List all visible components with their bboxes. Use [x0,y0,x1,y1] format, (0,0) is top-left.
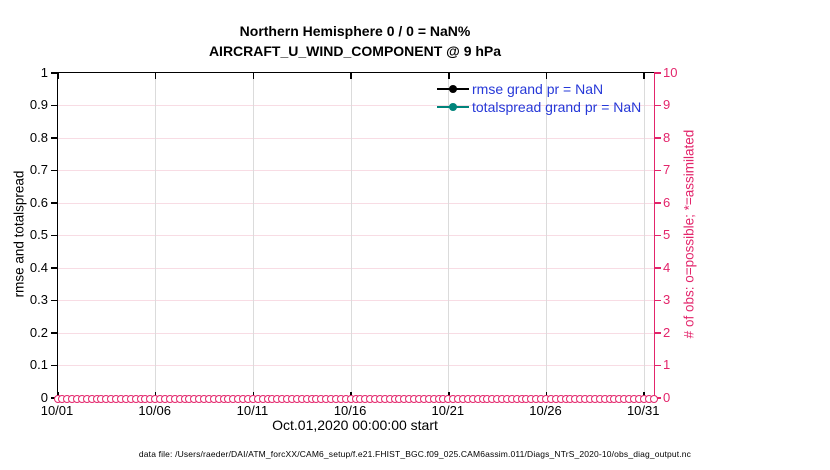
x-tick-label: 10/16 [333,403,367,418]
left-tick-label: 0.5 [29,227,48,242]
legend: rmse grand pr = NaN totalspread grand pr… [437,80,641,116]
right-axis-label: # of obs: o=possible; *=assimilated [681,129,697,339]
right-tick [655,137,661,139]
left-tick-label: 0.1 [29,357,48,372]
left-tick [50,332,57,334]
v-gridline [155,73,157,398]
h-gridline [58,137,654,139]
x-tick-label: 10/06 [138,403,171,418]
left-tick [50,267,57,269]
x-tick-label: 10/21 [431,403,465,418]
top-tick [252,73,255,79]
top-tick [643,73,645,79]
right-tick [655,169,661,172]
v-gridline [546,73,548,398]
legend-label-rmse: rmse grand pr = NaN [472,81,604,97]
left-tick-label: 0 [40,389,48,405]
totalspread-line-sample [437,103,469,111]
right-tick [655,72,661,74]
right-tick-label: 8 [663,129,671,145]
right-tick [655,104,661,107]
right-tick-label: 2 [663,324,671,340]
right-tick [655,332,661,334]
right-tick [655,364,661,367]
h-gridline [58,365,654,366]
v-gridline [350,73,352,398]
h-gridline [58,332,654,334]
v-gridline [643,73,645,398]
right-tick-label: 3 [663,292,671,307]
right-tick-label: 7 [663,162,671,177]
top-tick [154,73,157,79]
top-tick [545,73,548,79]
h-gridline [58,105,654,106]
left-tick [50,72,57,74]
right-tick-label: 6 [663,194,671,210]
x-tick-label: 10/01 [40,403,74,418]
legend-item-rmse: rmse grand pr = NaN [437,80,641,98]
top-tick [57,73,59,79]
x-tick-label: 10/11 [236,403,269,418]
x-tick-label: 10/26 [529,403,562,418]
left-tick [50,299,57,302]
v-gridline [252,73,254,398]
left-tick-label: 0.7 [29,162,48,177]
totalspread-marker-icon [449,103,457,111]
left-tick-label: 0.2 [29,324,48,340]
chart-title: Northern Hemisphere 0 / 0 = NaN% [239,23,471,39]
right-tick [655,202,661,204]
chart-subtitle: AIRCRAFT_U_WIND_COMPONENT @ 9 hPa [208,43,502,59]
left-tick [50,137,57,139]
plot-area [50,71,661,403]
left-tick-label: 1 [40,64,48,80]
rmse-marker-icon [449,85,457,93]
left-tick [50,169,57,172]
right-axis-line [653,71,656,400]
h-gridline [58,235,654,236]
h-gridline [58,300,654,301]
h-gridline [58,170,654,171]
left-tick-label: 0.8 [29,129,48,145]
right-tick-label: 1 [663,357,671,372]
data-file-annotation: data file: /Users/raeder/DAI/ATM_forcXX/… [138,449,692,459]
left-tick-label: 0.6 [29,194,48,210]
left-tick [50,104,57,107]
right-tick [655,299,661,302]
top-tick [448,73,450,79]
x-axis-label: Oct.01,2020 00:00:00 start [272,417,438,433]
right-tick [655,397,661,399]
right-tick-label: 9 [663,97,671,112]
left-tick-label: 0.3 [29,292,48,307]
right-tick-label: 4 [663,259,671,275]
left-tick [50,202,57,204]
rmse-line-sample [437,85,469,93]
left-tick-label: 0.4 [29,259,48,275]
v-gridline [448,73,450,398]
right-tick-label: 5 [663,227,671,242]
left-tick [50,234,57,237]
right-tick-label: 10 [663,64,678,80]
right-tick [655,234,661,237]
right-tick-label: 0 [663,389,671,405]
legend-item-totalspread: totalspread grand pr = NaN [437,98,641,116]
obs-marker-icon [649,394,658,403]
legend-label-totalspread: totalspread grand pr = NaN [472,99,642,115]
left-tick-label: 0.9 [29,97,48,112]
h-gridline [58,202,654,204]
right-tick [655,267,661,269]
h-gridline [58,267,654,269]
top-tick [350,73,352,79]
x-tick-label: 10/31 [626,403,660,418]
left-tick [50,364,57,367]
